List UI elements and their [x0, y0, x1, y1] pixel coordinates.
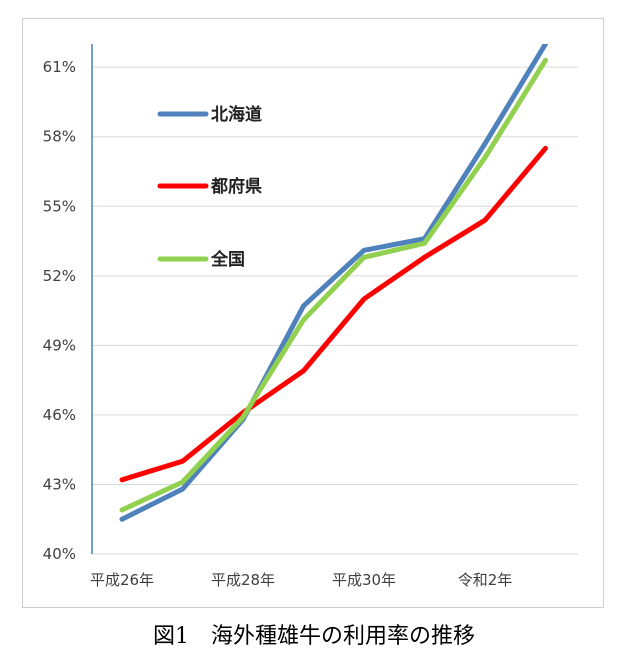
line-chart: 40% 43% 46% 49% 52% 55% 58% 61% 平成26年 平成28年 平成30年 令…: [43, 44, 578, 589]
series-line-北海道: [119, 44, 548, 522]
y-tick-label: 55%: [43, 197, 76, 215]
y-tick-label: 49%: [43, 336, 76, 354]
y-tick-label: 46%: [43, 406, 76, 424]
x-tick-label: 平成28年: [211, 571, 275, 589]
x-tick-label: 平成30年: [332, 571, 396, 589]
axis-layer: 40% 43% 46% 49% 52% 55% 58% 61% 平成26年 平成28年 平成30年 令…: [43, 44, 513, 589]
y-tick-label: 61%: [43, 58, 76, 76]
y-tick-label: 43%: [43, 475, 76, 493]
legend-label: 北海道: [211, 104, 262, 125]
x-tick-label: 令和2年: [458, 571, 513, 589]
chart-frame: [22, 18, 604, 608]
x-tick-label: 平成26年: [90, 571, 154, 589]
series-line-都府県: [119, 145, 548, 483]
series-layer: [119, 44, 548, 522]
y-tick-label: 58%: [43, 128, 76, 146]
grid-layer: [92, 66, 578, 555]
legend-label: 都府県: [210, 176, 262, 197]
figure-caption: 図1 海外種雄牛の利用率の推移: [153, 624, 475, 649]
y-tick-label: 40%: [43, 545, 76, 563]
series-line-全国: [119, 57, 548, 513]
legend-label: 全国: [210, 249, 245, 270]
y-tick-label: 52%: [43, 267, 76, 285]
